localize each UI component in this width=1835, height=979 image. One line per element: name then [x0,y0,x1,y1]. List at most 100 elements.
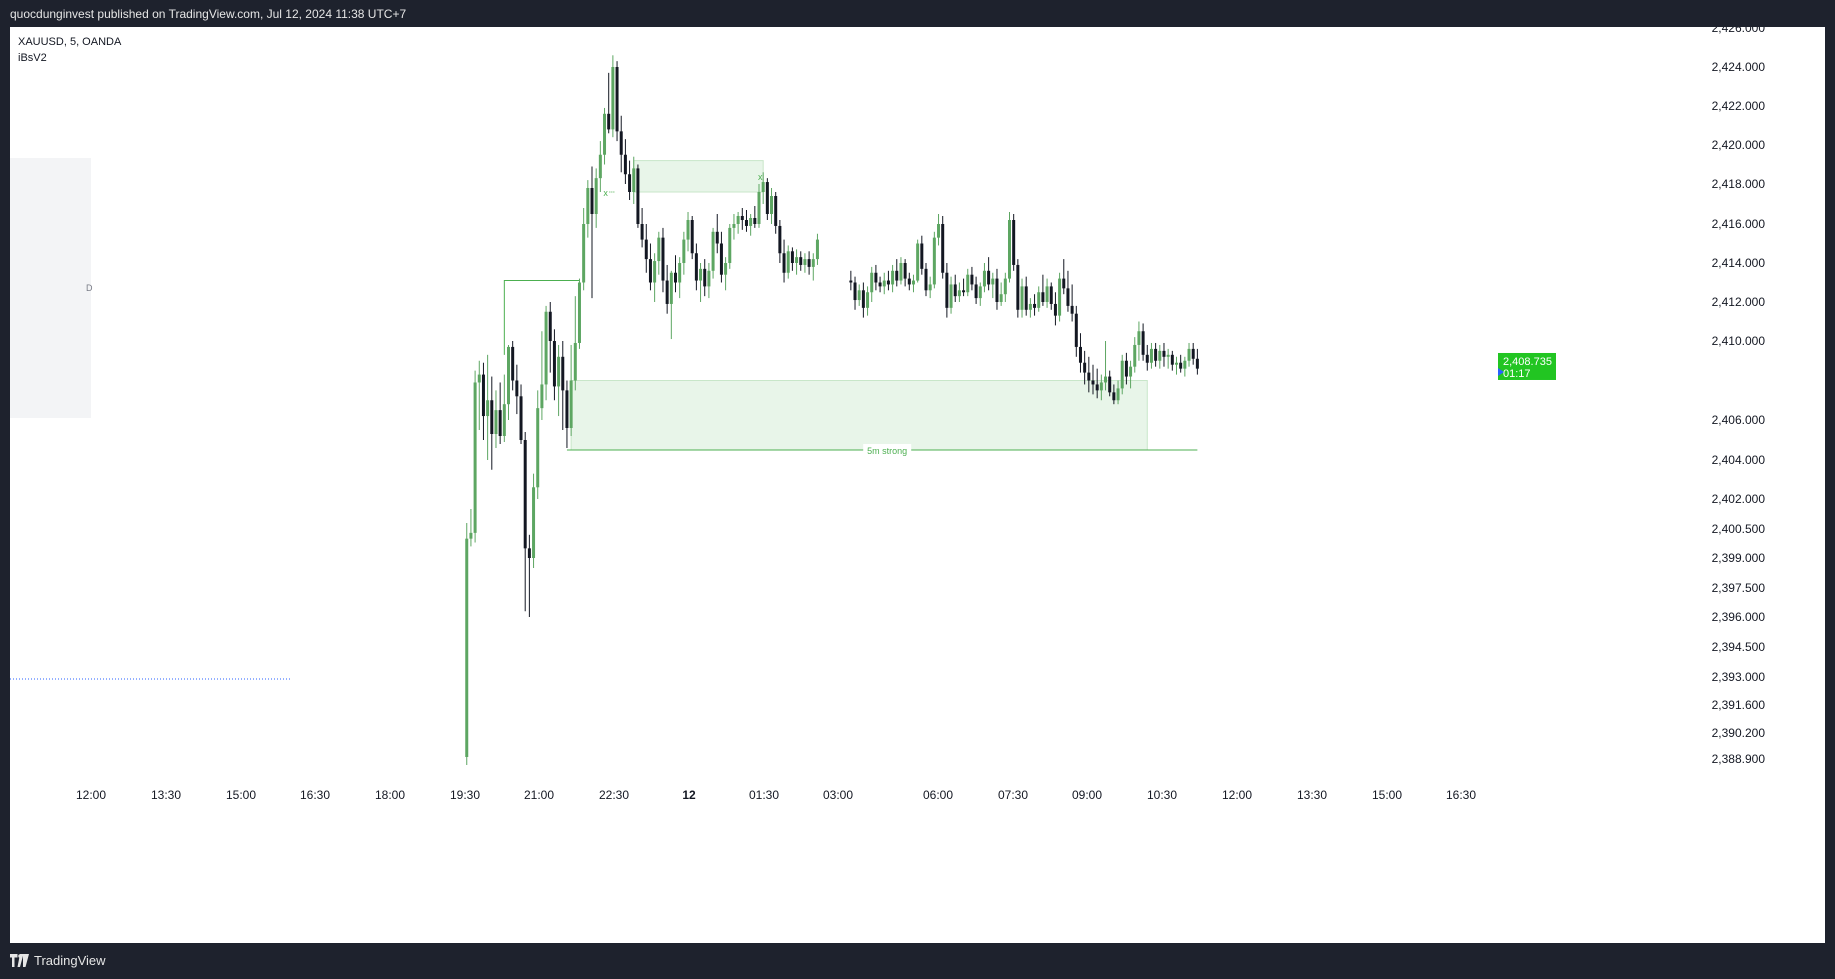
price-tick-label: 2,410.000 [1712,334,1766,348]
time-tick-label: 12:00 [76,788,106,802]
candle [498,382,502,444]
x-marker: x [758,172,763,182]
candle [978,282,982,306]
candle-body [690,220,694,254]
candle-body [569,380,573,428]
candle [1062,259,1066,295]
candle [815,233,819,265]
candle-body [552,341,556,387]
candle-body [1183,360,1187,369]
candle-body [1137,331,1141,345]
candle [895,259,899,287]
candle-body [632,168,636,192]
candle [1158,344,1162,369]
candle [674,255,677,293]
candle [1058,272,1062,322]
candle-body [477,374,481,383]
candle [573,296,577,391]
candle [866,286,870,316]
candle [653,253,657,302]
candle-body [648,259,652,283]
candle [1179,354,1183,373]
candle-body [611,67,615,130]
candle [1116,380,1120,405]
price-tick-label: 2,391.600 [1712,698,1766,712]
time-axis[interactable]: 12:00 13:30 15:00 16:30 18:00 19:30 21:00 22:30… [76,788,1476,802]
candle [1183,356,1187,377]
candle [1099,374,1103,401]
candle [1145,344,1149,371]
price-axis[interactable]: 2,426.000 2,424.000 2,422.000 2,420.000 2,41… [1498,27,1765,766]
candle [891,264,895,293]
candle-body [1149,348,1153,363]
zone-0 [633,160,764,193]
candle-body [719,243,723,275]
candle-body [778,225,782,254]
candle-body [1008,220,1011,279]
candle-body [473,382,477,533]
candle-body [899,263,903,281]
candle [957,282,961,302]
candle [465,523,469,765]
candle [623,139,627,184]
candle [669,270,673,340]
candle-body [1083,362,1087,373]
price-tick-label: 2,393.000 [1712,670,1766,684]
candle-body [536,408,540,488]
candle [861,282,865,318]
candle-body [853,282,857,301]
publish-text: quocdunginvest published on TradingView.… [10,7,407,21]
candle [1095,368,1099,399]
candle-body [1028,303,1032,310]
indicator-name[interactable]: iBsV2 [18,52,47,64]
candle-body [1053,303,1057,316]
candle [707,263,711,299]
price-tick-label: 2,422.000 [1712,99,1766,113]
candle-body [640,224,644,240]
candle-body [924,268,928,291]
candle [511,341,515,391]
price-tick-label: 2,414.000 [1712,256,1766,270]
candle-body [1099,382,1103,391]
price-tick-label: 2,388.900 [1712,752,1766,766]
chart-frame[interactable]: 5m strong x x 2,426.000 2,424.000 2,422.000 2… [10,27,1825,943]
candle-body [1170,354,1174,365]
candle-body [1154,348,1158,361]
time-tick-label: 22:30 [599,788,629,802]
candle-body [790,251,794,263]
candle-body [1133,344,1137,367]
candle-body [749,218,753,226]
price-tick-label: 2,397.500 [1712,581,1766,595]
symbol-line: XAUUSD, 5, OANDA [18,36,122,48]
candle-body [882,280,886,287]
candle [790,247,794,271]
time-tick-label: 03:00 [823,788,853,802]
candle [690,216,694,260]
candle [473,370,477,543]
candle [469,509,473,547]
candle [724,257,728,291]
candle-body [744,220,748,226]
candle [603,107,607,165]
candle [744,210,748,232]
candle [1066,270,1070,312]
candle-body [761,182,765,192]
candle-body [494,410,498,434]
candle [886,270,890,291]
candle-body [1104,376,1108,383]
candle [1012,214,1016,271]
price-tick-label: 2,412.000 [1712,295,1766,309]
candle-body [849,280,853,283]
candle [987,257,991,291]
candle-body [486,400,490,417]
candle-body [711,231,715,271]
tradingview-logo[interactable]: TradingView [10,953,106,968]
candle [1091,364,1095,395]
candle [515,364,519,415]
candle [569,344,573,436]
time-tick-label: 13:30 [1297,788,1327,802]
candle-body [911,280,915,285]
candle [949,276,953,314]
candle-body [544,311,548,385]
